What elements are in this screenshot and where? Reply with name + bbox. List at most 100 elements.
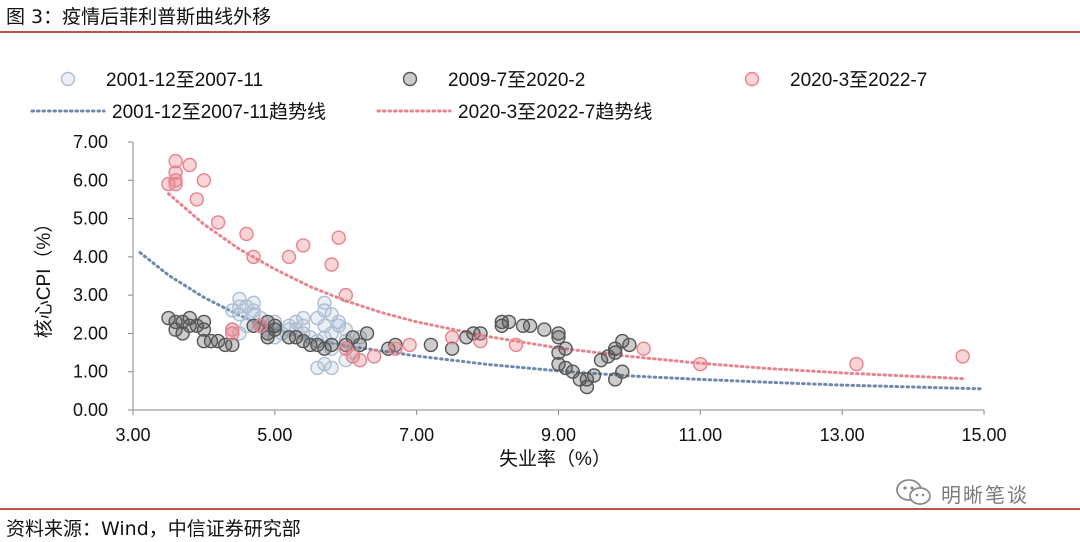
point-2020-2022 [189,192,205,207]
footer-rule [0,508,1080,510]
legend-label: 2020-3至2022-7 [790,70,927,91]
point-2009-2020 [317,341,332,356]
watermark: 明晰笔谈 [895,478,1029,508]
point-2020-2022 [168,173,183,188]
point-2020-2022 [253,318,268,333]
legend-marker [402,71,418,87]
y-tick-label: 6.00 [73,170,108,190]
x-tick-label: 3.00 [115,425,150,445]
point-2009-2020 [196,322,212,337]
point-2020-2022 [444,330,460,345]
point-2001-2007 [225,303,240,318]
point-2001-2007 [296,326,311,341]
legend-label: 2001-12至2007-11趋势线 [112,101,326,123]
y-tick-label: 3.00 [73,285,108,305]
point-2001-2007 [310,360,325,376]
point-2009-2020 [558,360,573,376]
point-2009-2020 [267,322,282,337]
point-2009-2020 [615,333,630,349]
point-2009-2020 [494,318,509,333]
point-2009-2020 [615,364,630,379]
figure-title: 图 3：疫情后菲利普斯曲线外移 [6,6,272,28]
chart-legend: 2001-12至2007-11 2009-7至2020-2 2020-3至2022-… [30,70,927,123]
wechat-icon [896,479,931,505]
point-2001-2007 [246,307,261,322]
point-2020-2022 [388,341,403,356]
y-tick-label: 4.00 [73,247,108,267]
point-2020-2022 [508,337,524,353]
x-tick-label: 13.00 [820,425,865,445]
point-2009-2020 [551,356,566,372]
point-2009-2020 [296,333,311,349]
point-2001-2007 [296,318,311,333]
point-2020-2022 [281,249,297,265]
legend-label: 2009-7至2020-2 [448,70,585,91]
point-2020-2022 [366,349,382,364]
point-2020-2022 [296,238,311,253]
x-tick-label: 15.00 [961,425,1006,445]
point-2009-2020 [359,326,375,341]
point-2020-2022 [225,322,240,337]
point-2020-2022 [338,287,353,303]
point-2009-2020 [537,322,552,337]
y-axis-label: 核心CPI（%） [33,214,55,339]
source-note: 资料来源：Wind，中信证券研究部 [6,518,301,540]
point-2009-2020 [444,341,460,356]
point-2001-2007 [296,310,311,326]
point-2020-2022 [849,356,864,372]
legend-label: 2020-3至2022-7趋势线 [458,101,652,123]
x-tick-label: 11.00 [678,425,722,445]
point-2009-2020 [196,314,212,330]
y-tick-label: 7.00 [73,132,108,152]
figure-header: 图 3：疫情后菲利普斯曲线外移 [0,0,1080,34]
point-2009-2020 [210,333,226,349]
point-2020-2022 [636,341,651,356]
point-2009-2020 [608,345,623,360]
x-tick-label: 9.00 [541,425,576,445]
point-2020-2022 [210,215,226,230]
point-2009-2020 [593,353,609,368]
point-2001-2007 [317,356,332,372]
point-2009-2020 [459,330,474,345]
point-2009-2020 [310,337,325,353]
point-2009-2020 [225,337,240,353]
trend-line-pre-gfc [138,251,986,391]
x-axis-label: 失业率（%） [499,448,611,470]
point-2009-2020 [161,310,176,326]
point-2020-2022 [324,257,339,272]
x-tick-label: 5.00 [257,425,292,445]
point-2009-2020 [551,345,566,360]
point-2020-2022 [182,157,197,173]
point-2009-2020 [324,337,339,353]
point-2009-2020 [501,314,517,330]
point-2009-2020 [579,372,595,387]
point-2020-2022 [331,230,346,245]
y-tick-label: 1.00 [73,362,108,382]
point-2020-2022 [693,356,708,372]
point-2009-2020 [622,337,637,353]
point-2001-2007 [317,303,332,318]
point-2020-2022 [473,333,488,349]
point-2020-2022 [168,153,183,169]
point-2009-2020 [558,341,573,356]
y-tick-label: 0.00 [73,400,108,420]
point-2009-2020 [473,326,488,341]
point-2009-2020 [579,379,595,395]
point-2001-2007 [338,333,353,349]
point-2020-2022 [168,176,183,192]
point-2001-2007 [246,303,261,318]
point-2009-2020 [288,330,304,345]
legend-label: 2001-12至2007-11 [106,70,263,91]
point-2001-2007 [232,299,247,314]
point-2009-2020 [551,330,566,345]
point-2020-2022 [352,353,368,368]
point-2001-2007 [317,295,332,310]
phillips-curve-chart: 2001-12至2007-11 2009-7至2020-2 2020-3至2022-… [30,70,1007,470]
point-2001-2007 [232,307,247,322]
point-2020-2022 [168,165,183,180]
point-2009-2020 [551,326,566,341]
point-2020-2022 [196,173,212,188]
y-tick-label: 5.00 [73,209,108,229]
x-tick-label: 7.00 [399,425,434,445]
point-2020-2022 [402,337,417,353]
